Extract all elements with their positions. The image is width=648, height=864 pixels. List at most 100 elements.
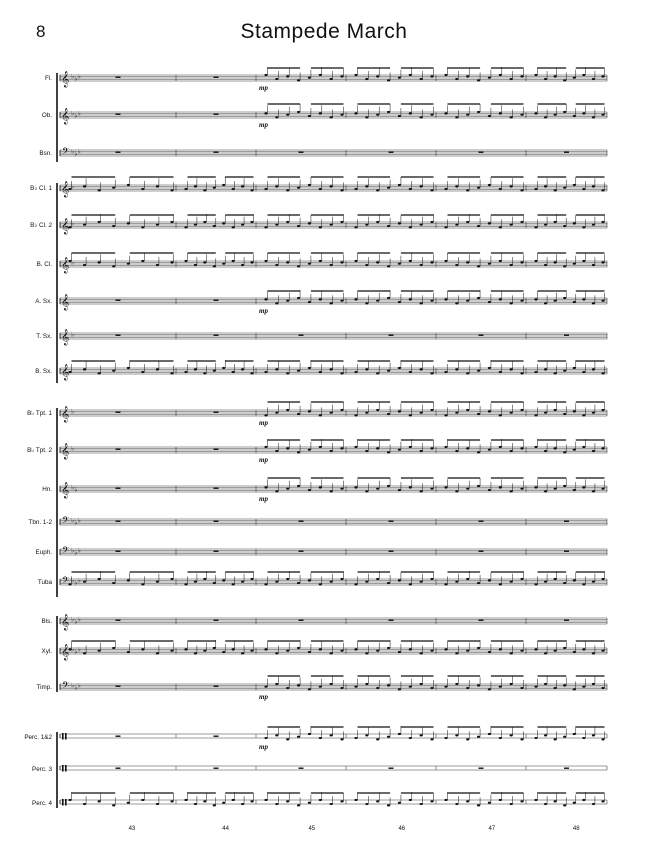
note bbox=[408, 298, 412, 301]
whole-rest bbox=[115, 113, 121, 115]
note bbox=[455, 449, 459, 453]
staff: B♭ Cl. 2 𝄞 ♭ bbox=[30, 214, 608, 235]
note bbox=[340, 408, 344, 412]
note bbox=[520, 577, 524, 581]
note bbox=[563, 484, 567, 488]
note bbox=[534, 798, 538, 802]
note bbox=[155, 802, 160, 806]
note bbox=[170, 577, 174, 581]
note bbox=[222, 222, 226, 225]
measure-number: 45 bbox=[308, 826, 315, 832]
note bbox=[591, 490, 596, 493]
note bbox=[466, 738, 470, 741]
instrument-label: Perc. 4 bbox=[32, 800, 52, 807]
whole-rest bbox=[388, 550, 394, 552]
note bbox=[520, 800, 524, 803]
note bbox=[296, 684, 301, 687]
note bbox=[193, 263, 198, 267]
note bbox=[419, 116, 423, 119]
whole-rest bbox=[478, 619, 484, 621]
note bbox=[68, 187, 72, 191]
instrument-label: Euph. bbox=[36, 549, 53, 556]
note bbox=[498, 414, 502, 417]
note bbox=[430, 800, 434, 803]
note bbox=[430, 447, 434, 450]
note bbox=[155, 580, 160, 583]
note bbox=[430, 649, 434, 652]
staff: Tbn. 1-2 𝄢 ♭ ♭ ♭ bbox=[29, 515, 608, 528]
note bbox=[307, 366, 312, 370]
note bbox=[408, 370, 412, 374]
note bbox=[97, 800, 101, 803]
note bbox=[572, 114, 576, 118]
note bbox=[275, 223, 279, 226]
note bbox=[250, 649, 254, 652]
note bbox=[509, 652, 513, 655]
staff: B. Cl. 𝄞 ♭ bbox=[37, 252, 608, 274]
note bbox=[307, 410, 312, 413]
note bbox=[318, 298, 322, 301]
note bbox=[275, 580, 279, 583]
note bbox=[582, 226, 586, 229]
instrument-label: Tuba bbox=[38, 579, 53, 586]
note bbox=[307, 448, 312, 451]
whole-rest bbox=[564, 520, 569, 522]
note bbox=[307, 488, 312, 492]
treble-clef-icon: 𝄞 bbox=[61, 444, 69, 460]
note bbox=[231, 583, 235, 586]
note bbox=[553, 75, 557, 78]
note bbox=[264, 370, 268, 374]
whole-rest bbox=[564, 767, 569, 769]
note bbox=[296, 735, 301, 738]
note bbox=[419, 185, 423, 188]
note bbox=[307, 183, 312, 187]
note bbox=[286, 577, 290, 581]
note bbox=[141, 226, 145, 229]
bass-clef-icon: 𝄢 bbox=[62, 680, 69, 693]
note bbox=[534, 73, 538, 77]
note bbox=[582, 187, 586, 191]
note bbox=[476, 79, 481, 82]
whole-rest bbox=[115, 448, 121, 450]
note bbox=[553, 447, 557, 450]
note bbox=[318, 486, 322, 489]
note bbox=[193, 368, 198, 371]
note bbox=[318, 583, 322, 586]
note bbox=[572, 801, 576, 804]
note bbox=[340, 686, 344, 690]
note bbox=[386, 451, 391, 454]
note bbox=[563, 735, 567, 738]
staff: Hn. 𝄞 ♭ ♭ bbox=[42, 477, 608, 499]
note bbox=[498, 583, 502, 586]
note bbox=[365, 580, 369, 583]
note bbox=[222, 183, 226, 187]
note bbox=[553, 487, 557, 490]
note bbox=[487, 410, 492, 413]
note bbox=[240, 263, 245, 267]
dynamic-marking: mp bbox=[259, 495, 268, 503]
bass-clef-icon: 𝄢 bbox=[62, 575, 69, 588]
treble-clef-icon: 𝄞 bbox=[61, 483, 69, 499]
note bbox=[591, 116, 596, 119]
whole-rest bbox=[298, 520, 304, 522]
note bbox=[466, 189, 470, 192]
note bbox=[184, 226, 188, 229]
note bbox=[553, 261, 557, 264]
note bbox=[591, 185, 596, 188]
note bbox=[203, 649, 207, 652]
note bbox=[476, 110, 481, 114]
note bbox=[318, 73, 322, 77]
whole-rest bbox=[115, 334, 121, 336]
note bbox=[444, 414, 448, 417]
note bbox=[386, 296, 391, 300]
note bbox=[591, 580, 596, 583]
note bbox=[534, 259, 538, 263]
note bbox=[563, 369, 567, 372]
note bbox=[386, 186, 391, 189]
note bbox=[340, 487, 344, 490]
whole-rest bbox=[213, 520, 219, 522]
note bbox=[466, 408, 470, 412]
treble-clef-icon: 𝄞 bbox=[61, 219, 69, 235]
note bbox=[509, 77, 513, 81]
note bbox=[397, 688, 402, 691]
